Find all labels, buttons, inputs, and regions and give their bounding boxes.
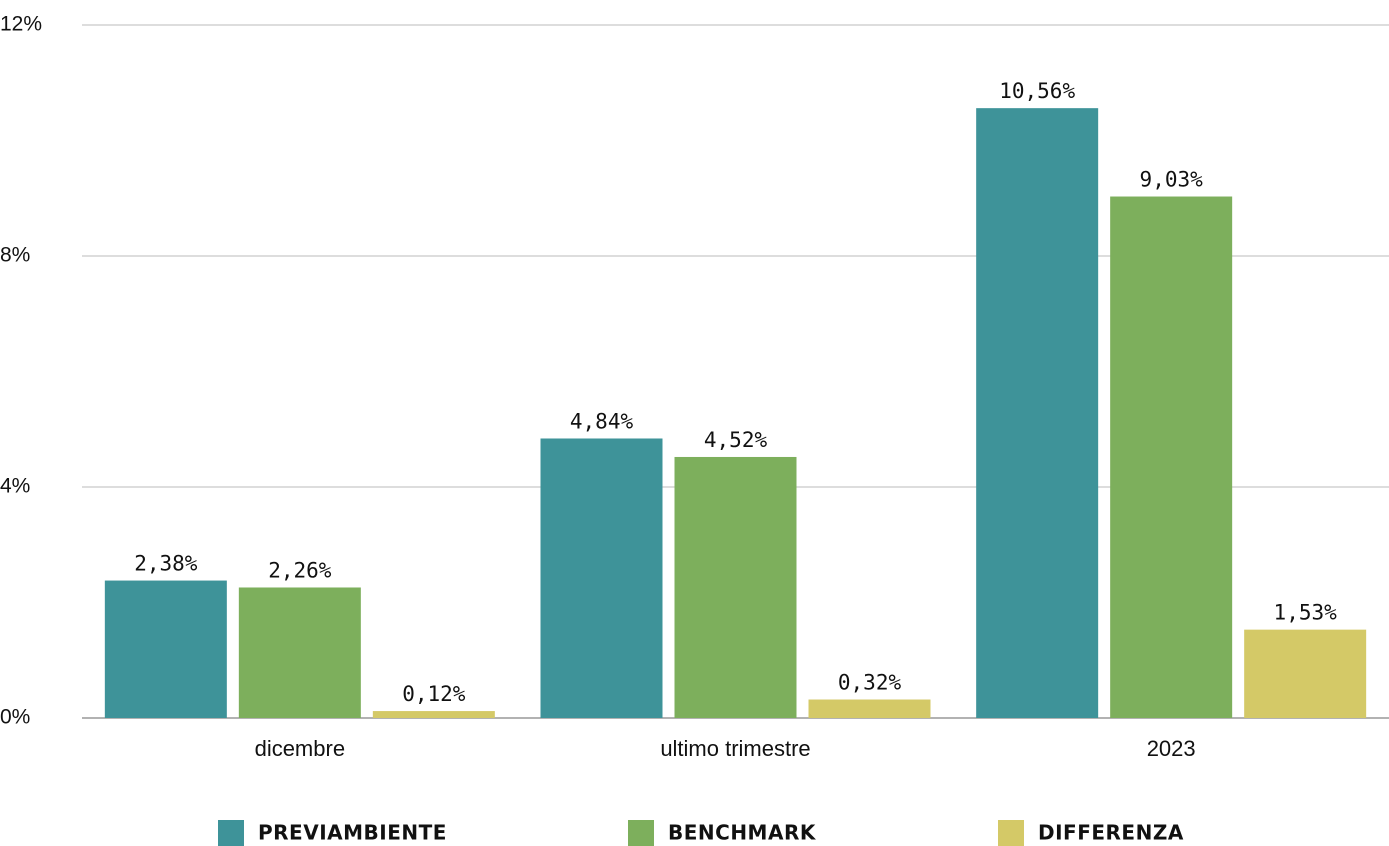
value-label: 4,52% bbox=[704, 428, 768, 452]
value-label: 0,12% bbox=[402, 682, 466, 706]
value-label: 4,84% bbox=[570, 409, 634, 433]
legend-label: PREVIAMBIENTE bbox=[258, 821, 447, 845]
value-label: 10,56% bbox=[999, 79, 1075, 103]
x-tick-label: dicembre bbox=[255, 736, 345, 761]
y-tick-label: 0% bbox=[0, 706, 30, 729]
y-tick-label: 8% bbox=[0, 244, 30, 267]
bar bbox=[1244, 629, 1367, 718]
legend-swatch bbox=[628, 820, 654, 846]
value-label: 0,32% bbox=[838, 671, 902, 695]
bar bbox=[976, 108, 1099, 718]
y-tick-label: 12% bbox=[0, 13, 42, 36]
y-tick-label: 4% bbox=[0, 475, 30, 498]
legend-swatch bbox=[218, 820, 244, 846]
value-label: 2,26% bbox=[268, 558, 332, 582]
bar bbox=[1110, 196, 1233, 718]
bar bbox=[540, 438, 663, 718]
legend-label: BENCHMARK bbox=[668, 821, 817, 845]
bar bbox=[808, 699, 931, 718]
bar bbox=[372, 711, 495, 718]
bar bbox=[674, 456, 797, 718]
x-tick-label: 2023 bbox=[1147, 736, 1196, 761]
bar bbox=[104, 580, 227, 718]
legend-label: DIFFERENZA bbox=[1038, 821, 1184, 845]
value-label: 1,53% bbox=[1274, 601, 1338, 625]
value-label: 2,38% bbox=[134, 552, 198, 576]
bar bbox=[238, 587, 361, 718]
value-label: 9,03% bbox=[1140, 168, 1204, 192]
x-tick-label: ultimo trimestre bbox=[660, 736, 810, 761]
legend-swatch bbox=[998, 820, 1024, 846]
